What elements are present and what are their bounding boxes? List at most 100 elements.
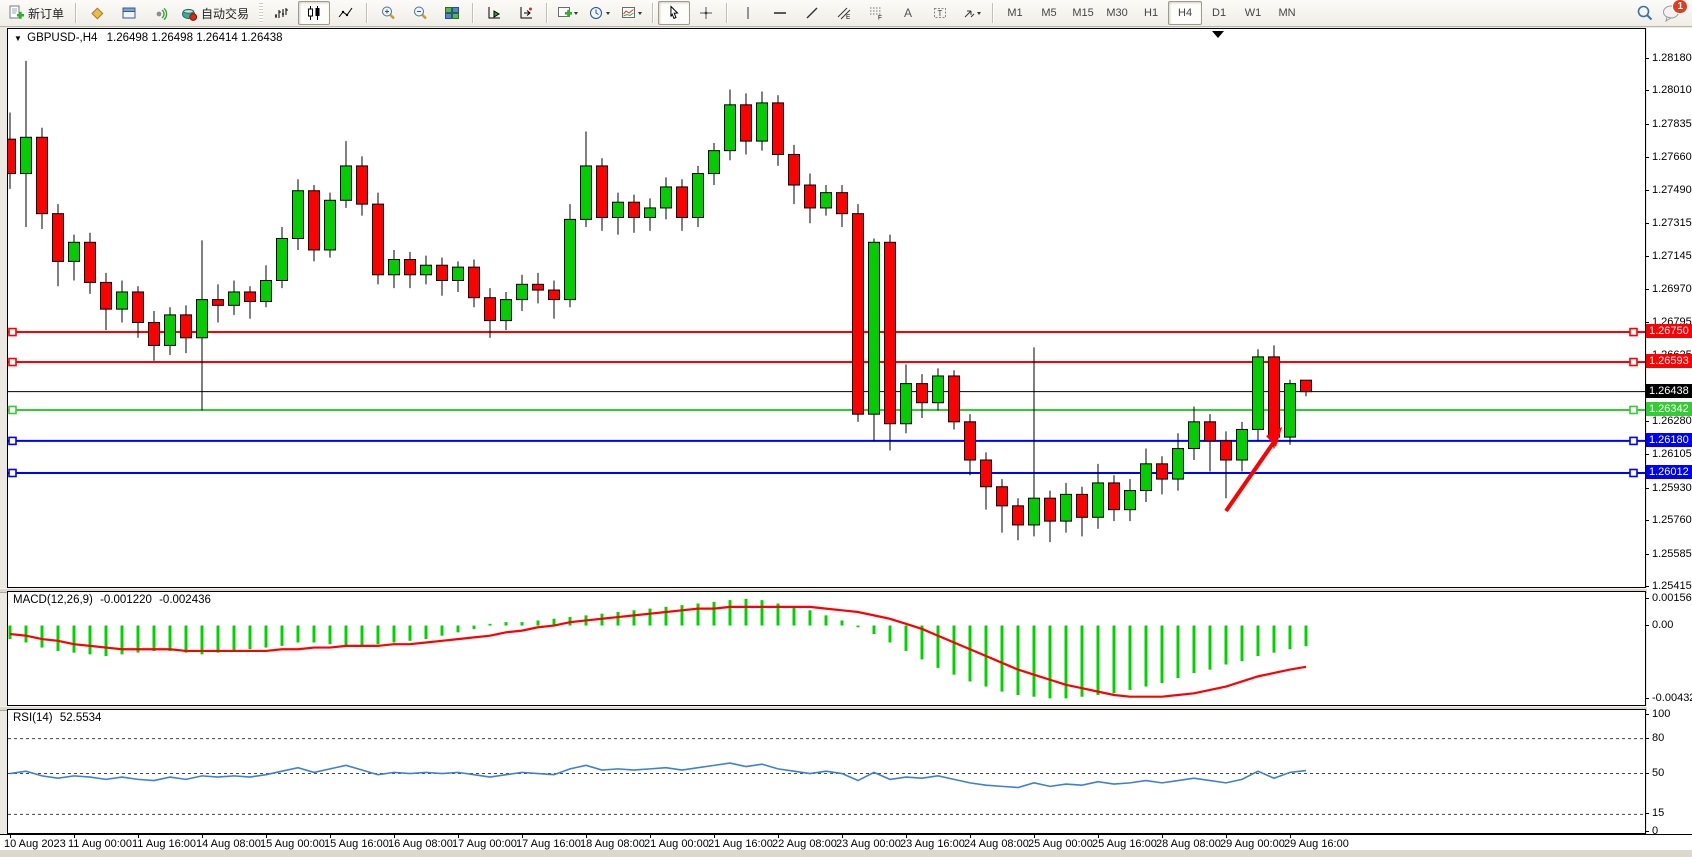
market-watch-button[interactable] — [113, 1, 145, 25]
timeframe-h4[interactable]: H4 — [1168, 1, 1203, 25]
candle-body-down — [532, 283, 544, 291]
auto-scroll-button[interactable] — [478, 1, 510, 25]
line-handle[interactable] — [8, 357, 17, 367]
chart-title[interactable]: ▼ GBPUSD-,H4 1.26498 1.26498 1.26414 1.2… — [14, 32, 283, 44]
timeframe-h1[interactable]: H1 — [1144, 7, 1159, 19]
horizontal-line-icon — [774, 12, 787, 14]
line-handle[interactable] — [1629, 436, 1638, 446]
fibonacci-icon: F — [870, 7, 882, 21]
macd-canvas[interactable] — [8, 592, 1645, 705]
candle-body-up — [196, 299, 208, 339]
alerts-button[interactable] — [145, 1, 177, 25]
line-handle[interactable] — [8, 327, 17, 337]
symbol-dropdown-caret[interactable]: ▼ — [14, 34, 22, 43]
text-tool-button[interactable]: A — [892, 1, 924, 25]
annotation-arrow-head[interactable] — [1266, 427, 1282, 447]
new-chart-icon — [558, 7, 579, 17]
timeframe-m15[interactable]: M15 — [1072, 7, 1094, 19]
timeframe-m1[interactable]: M1 — [1007, 7, 1023, 19]
time-label: 23 Aug 16:00 — [900, 838, 965, 850]
line-handle[interactable] — [8, 405, 17, 415]
price-chart-canvas[interactable] — [8, 29, 1645, 587]
horizontal-line-tool-button[interactable] — [764, 1, 796, 25]
tile-windows-icon — [445, 7, 460, 19]
line-handle[interactable] — [1629, 327, 1638, 337]
timeframe-m30[interactable]: M30 — [1106, 7, 1128, 19]
text-label-tool-button[interactable]: T — [924, 1, 956, 25]
main-chart-panel[interactable]: ▼ GBPUSD-,H4 1.26498 1.26498 1.26414 1.2… — [7, 28, 1646, 588]
macd-histogram-bar — [120, 625, 124, 655]
macd-histogram-bar — [744, 598, 748, 626]
macd-histogram-bar — [776, 603, 780, 626]
autotrading-button[interactable]: 自动交易 — [177, 1, 256, 25]
zoom-in-button[interactable] — [372, 1, 404, 25]
timeframe-d1[interactable]: D1 — [1212, 7, 1227, 19]
price-axis[interactable] — [1647, 28, 1692, 834]
time-tick-mark — [10, 834, 11, 838]
price-tick: 1.28180 — [1652, 51, 1692, 64]
toolbar-separator — [366, 3, 369, 23]
time-tick-mark — [1290, 834, 1291, 838]
line-handle[interactable] — [1629, 405, 1638, 415]
time-tick-mark — [1162, 834, 1163, 838]
notification-badge: 1 — [1672, 0, 1688, 14]
candle-body-down — [676, 186, 688, 218]
candle-body-down — [436, 264, 448, 282]
crosshair-tool-button[interactable] — [690, 1, 722, 25]
macd-histogram-bar — [24, 625, 28, 643]
macd-histogram-bar — [360, 625, 364, 646]
macd-histogram-bar — [728, 600, 732, 626]
price-close: 1.26438 — [240, 32, 283, 44]
timeframe-mn[interactable]: MN — [1278, 7, 1296, 19]
candle-body-down — [8, 138, 16, 175]
annotation-arrow-shaft[interactable] — [1224, 440, 1276, 513]
notifications-button[interactable]: 1 — [1662, 0, 1688, 22]
vertical-line-tool-button[interactable] — [732, 1, 764, 25]
cursor-tool-button[interactable] — [658, 1, 691, 25]
trendline-tool-button[interactable] — [796, 1, 828, 25]
time-axis[interactable] — [0, 834, 1692, 850]
search-icon[interactable] — [1636, 4, 1654, 22]
macd-histogram-bar — [1224, 625, 1228, 665]
arrows-tool-button[interactable] — [956, 1, 988, 25]
timeframe-group: M1 M5 M15 M30 H1 H4 D1 W1 MN — [998, 1, 1304, 25]
candle-body-up — [1124, 490, 1136, 511]
timeframe-m5[interactable]: M5 — [1041, 7, 1057, 19]
fibonacci-tool-button[interactable]: F — [860, 1, 892, 25]
new-chart-button[interactable] — [552, 1, 584, 25]
candlestick-chart-button[interactable] — [298, 1, 331, 25]
line-handle[interactable] — [8, 436, 17, 446]
channel-tool-button[interactable]: E — [828, 1, 860, 25]
macd-signal-line — [9, 605, 1307, 698]
macd-histogram-bar — [456, 625, 460, 633]
window-icon — [122, 7, 136, 19]
candle-body-down — [1204, 421, 1216, 442]
line-handle[interactable] — [1629, 468, 1638, 478]
zoom-out-button[interactable] — [404, 1, 436, 25]
rsi-panel[interactable]: RSI(14) 52.5534 — [7, 709, 1646, 834]
rsi-canvas[interactable] — [8, 710, 1645, 833]
chart-shift-marker[interactable] — [1212, 31, 1224, 38]
candle-body-up — [708, 150, 720, 175]
macd-histogram-bar — [1272, 625, 1276, 653]
macd-histogram-bar — [1032, 625, 1036, 697]
timeframe-w1[interactable]: W1 — [1244, 7, 1262, 19]
period-button[interactable] — [584, 1, 616, 25]
price-tick: 1.26970 — [1652, 283, 1692, 296]
price-open: 1.26498 — [106, 32, 149, 44]
time-label: 25 Aug 00:00 — [1028, 838, 1093, 850]
new-order-button[interactable]: 新订单 — [4, 1, 71, 25]
candle-body-up — [340, 165, 352, 201]
tile-windows-button[interactable] — [436, 1, 468, 25]
macd-panel[interactable]: MACD(12,26,9) -0.001220 -0.002436 — [7, 591, 1646, 706]
navigator-button[interactable] — [81, 1, 113, 25]
chart-shift-button[interactable] — [510, 1, 542, 25]
indicators-button[interactable] — [616, 1, 648, 25]
time-tick-mark — [650, 834, 651, 838]
line-chart-button[interactable] — [330, 1, 362, 25]
bar-chart-button[interactable] — [266, 1, 298, 25]
line-handle[interactable] — [8, 468, 17, 478]
time-tick-mark — [1034, 834, 1035, 838]
macd-title: MACD(12,26,9) -0.001220 -0.002436 — [13, 594, 211, 606]
line-handle[interactable] — [1629, 357, 1638, 367]
